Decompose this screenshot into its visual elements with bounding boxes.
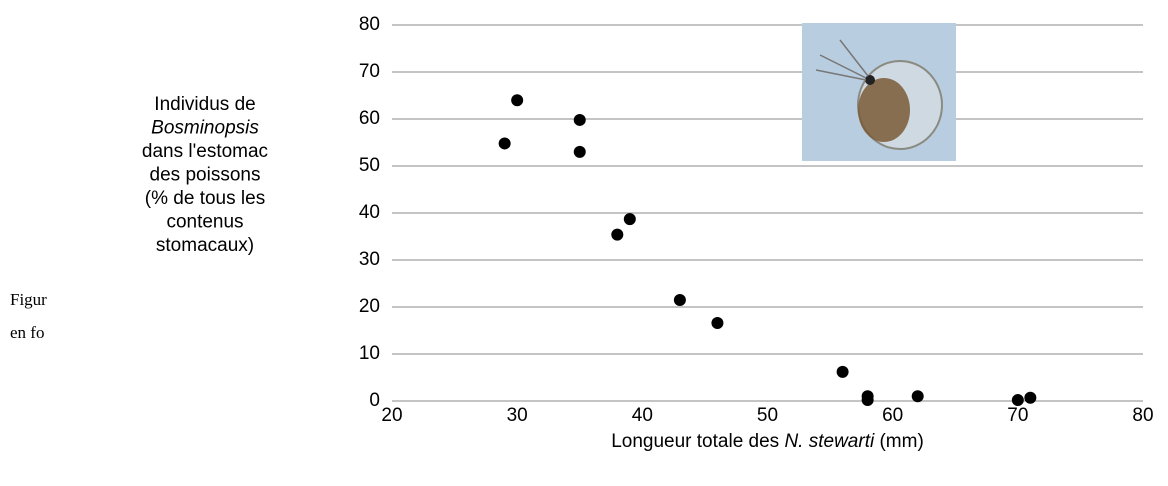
label-part: des poissons	[150, 165, 261, 186]
point	[711, 316, 724, 329]
label-part: Longueur totale des	[611, 431, 784, 452]
y-tick-label: 70	[359, 61, 380, 82]
axis-label: Individus de	[154, 94, 255, 115]
axis-label: contenus	[166, 212, 243, 233]
plot: 0 10 20 30 40 50 60 70 80 20 30 40 50 60 70 80 Individus…	[10, 14, 1154, 452]
side-text: en fo	[10, 323, 44, 342]
y-tick-label: 0	[369, 390, 380, 411]
x-tick-label: 70	[1007, 405, 1028, 426]
axis-label: (% de tous les	[145, 188, 265, 209]
point	[573, 113, 586, 126]
point	[623, 213, 636, 226]
point	[1011, 394, 1024, 407]
y-tick-label: 40	[359, 202, 380, 223]
label-part: stomacaux)	[156, 235, 254, 256]
label-part: Individus de	[154, 94, 255, 115]
point	[673, 293, 686, 306]
point	[911, 390, 924, 403]
photo	[802, 23, 956, 161]
x-tick-label: 40	[632, 405, 653, 426]
label-part: (mm)	[874, 431, 924, 452]
x-tick-label: 30	[507, 405, 528, 426]
point	[498, 137, 511, 150]
point	[861, 394, 874, 407]
y-tick-label: 20	[359, 296, 380, 317]
label-part: (% de tous les	[145, 188, 265, 209]
axis-label: Longueur totale des N. stewarti (mm)	[611, 431, 924, 452]
y-tick-label: 10	[359, 343, 380, 364]
y-tick-label: 30	[359, 249, 380, 270]
point	[511, 94, 524, 107]
x-tick-label: 80	[1132, 405, 1153, 426]
axis-label: Bosminopsis	[151, 118, 259, 139]
x-tick-label: 50	[757, 405, 778, 426]
point	[611, 228, 624, 241]
side-text: Figur	[10, 290, 47, 309]
label-part: N. stewarti	[784, 431, 875, 452]
label-part: Bosminopsis	[151, 118, 259, 139]
y-tick-label: 80	[359, 14, 380, 35]
x-tick-label: 20	[381, 405, 402, 426]
point	[1024, 391, 1037, 404]
label-part: contenus	[166, 212, 243, 233]
axis-label: dans l'estomac	[142, 141, 268, 162]
point	[573, 145, 586, 158]
y-tick-label: 50	[359, 155, 380, 176]
y-tick-label: 60	[359, 108, 380, 129]
axis-label: stomacaux)	[156, 235, 254, 256]
label-part: dans l'estomac	[142, 141, 268, 162]
x-tick-label: 60	[882, 405, 903, 426]
axis-label: des poissons	[150, 165, 261, 186]
point	[836, 365, 849, 378]
